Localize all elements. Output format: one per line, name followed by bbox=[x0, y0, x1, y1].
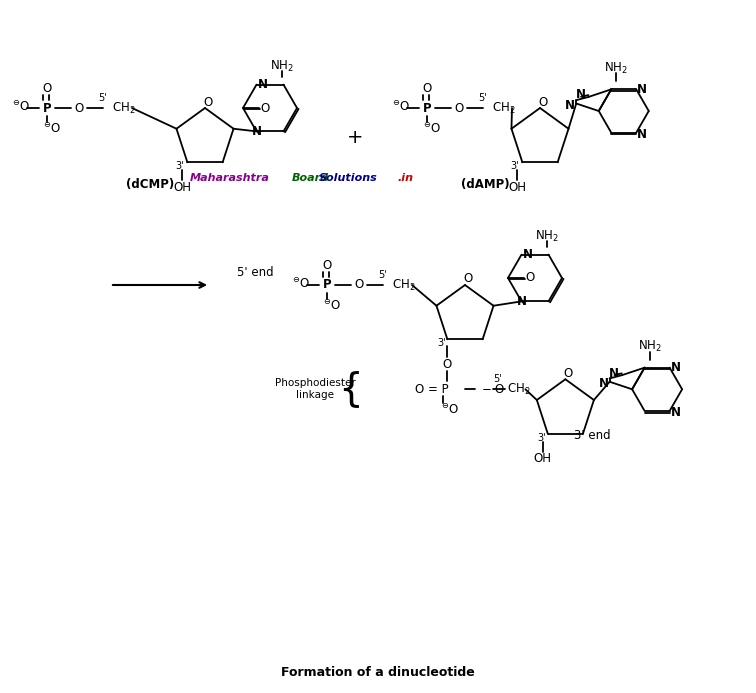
Text: Formation of a dinucleotide: Formation of a dinucleotide bbox=[281, 667, 475, 680]
Text: O: O bbox=[443, 358, 452, 371]
Text: $^{\ominus}$O: $^{\ominus}$O bbox=[423, 122, 441, 137]
Text: O = P: O = P bbox=[415, 383, 449, 396]
Text: 3' end: 3' end bbox=[575, 429, 611, 442]
Text: OH: OH bbox=[508, 181, 526, 194]
Text: $^{\ominus}$O: $^{\ominus}$O bbox=[323, 299, 341, 313]
Text: N: N bbox=[516, 295, 526, 308]
Text: $^{\ominus}$O: $^{\ominus}$O bbox=[12, 100, 30, 114]
Text: O: O bbox=[355, 279, 364, 292]
Text: O: O bbox=[525, 272, 534, 285]
Text: 5': 5' bbox=[479, 93, 488, 103]
Text: NH$_2$: NH$_2$ bbox=[638, 339, 662, 354]
Text: 5': 5' bbox=[379, 270, 387, 280]
Text: (dAMP): (dAMP) bbox=[460, 179, 510, 191]
Text: N: N bbox=[637, 128, 647, 141]
Text: O: O bbox=[322, 259, 332, 272]
Text: N: N bbox=[565, 99, 575, 112]
Text: NH$_2$: NH$_2$ bbox=[604, 61, 628, 76]
Text: 5' end: 5' end bbox=[237, 267, 274, 279]
Text: 3': 3' bbox=[175, 161, 184, 171]
Text: +: + bbox=[347, 128, 363, 148]
Text: N: N bbox=[609, 367, 619, 380]
Text: N: N bbox=[671, 361, 680, 374]
Text: NH$_2$: NH$_2$ bbox=[534, 229, 559, 244]
Text: Maharashtra: Maharashtra bbox=[190, 173, 270, 183]
Text: O: O bbox=[564, 367, 573, 380]
Text: O: O bbox=[538, 96, 547, 109]
Text: $^{\ominus}$O: $^{\ominus}$O bbox=[43, 122, 61, 137]
Text: P: P bbox=[423, 101, 432, 114]
Text: O: O bbox=[74, 101, 84, 114]
Text: Board: Board bbox=[291, 173, 329, 183]
Text: N: N bbox=[252, 125, 262, 138]
Text: P: P bbox=[323, 279, 331, 292]
Text: Solutions: Solutions bbox=[318, 173, 377, 183]
Text: O: O bbox=[423, 82, 432, 96]
Text: 3': 3' bbox=[510, 161, 519, 171]
Text: CH$_2$: CH$_2$ bbox=[507, 382, 531, 397]
Text: O: O bbox=[454, 101, 463, 114]
Text: CH$_2$: CH$_2$ bbox=[392, 277, 416, 292]
Text: N: N bbox=[671, 406, 680, 419]
Text: CH$_2$: CH$_2$ bbox=[112, 100, 135, 116]
Text: Phosphodiester
linkage: Phosphodiester linkage bbox=[274, 378, 355, 400]
Text: CH$_2$: CH$_2$ bbox=[492, 100, 516, 116]
Text: (dCMP): (dCMP) bbox=[126, 179, 174, 191]
Text: O: O bbox=[260, 101, 270, 114]
Text: .in: .in bbox=[397, 173, 413, 183]
Text: $-$ O: $-$ O bbox=[482, 383, 506, 396]
Text: N: N bbox=[258, 78, 268, 91]
Text: 5': 5' bbox=[493, 374, 502, 385]
Text: 3': 3' bbox=[538, 432, 546, 443]
Text: $^{\ominus}$O: $^{\ominus}$O bbox=[392, 100, 410, 114]
Text: O: O bbox=[203, 96, 212, 109]
Text: 5': 5' bbox=[98, 93, 107, 103]
Text: OH: OH bbox=[173, 181, 191, 194]
Text: N: N bbox=[637, 83, 647, 96]
Text: N: N bbox=[522, 248, 532, 261]
Text: P: P bbox=[42, 101, 51, 114]
Text: 3': 3' bbox=[437, 338, 446, 349]
Text: O: O bbox=[42, 82, 51, 96]
Text: N: N bbox=[576, 88, 586, 101]
Text: N: N bbox=[599, 377, 609, 390]
Text: O: O bbox=[463, 272, 472, 286]
Text: OH: OH bbox=[534, 452, 552, 465]
Text: {: { bbox=[338, 370, 362, 408]
Text: NH$_2$: NH$_2$ bbox=[270, 59, 293, 74]
Text: $^{\ominus}$O: $^{\ominus}$O bbox=[442, 402, 460, 416]
Text: $^{\ominus}$O: $^{\ominus}$O bbox=[292, 277, 310, 291]
